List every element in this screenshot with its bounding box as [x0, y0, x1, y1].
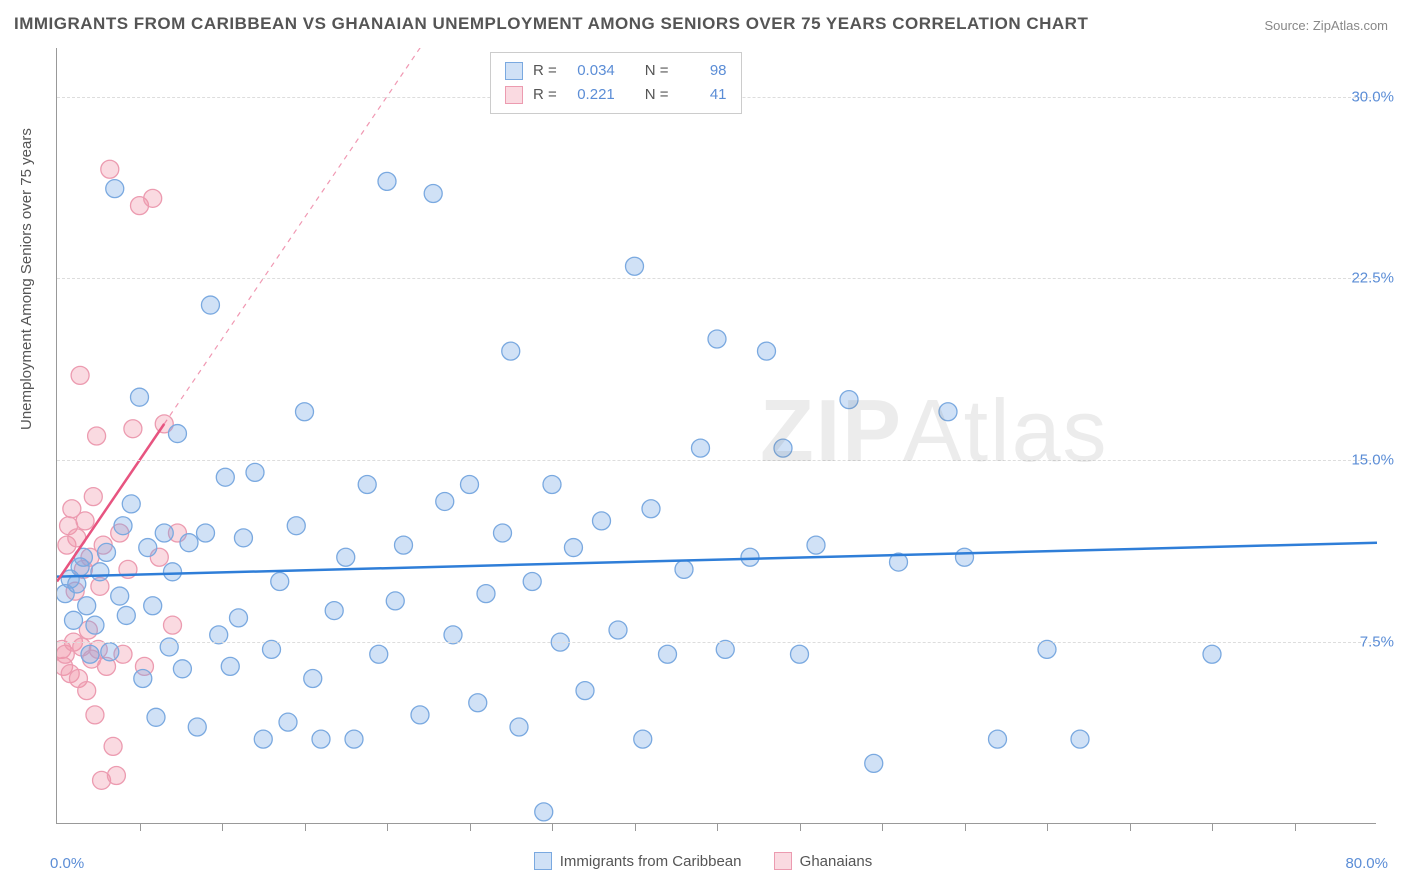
legend-label-1: Immigrants from Caribbean — [560, 853, 742, 870]
legend-swatch-2 — [774, 852, 792, 870]
r-label-2: R = — [533, 83, 557, 107]
r-value-2: 0.221 — [567, 83, 615, 107]
y-tick-label: 30.0% — [1351, 88, 1394, 105]
legend-item-1: Immigrants from Caribbean — [534, 852, 742, 870]
legend-label-2: Ghanaians — [800, 853, 873, 870]
x-tick — [140, 823, 141, 831]
n-label-1: N = — [645, 59, 669, 83]
chart-plot-area — [56, 48, 1376, 824]
stats-swatch-1 — [505, 62, 523, 80]
stats-legend-box: R = 0.034 N = 98 R = 0.221 N = 41 — [490, 52, 742, 114]
gridline — [57, 642, 1376, 643]
legend-swatch-1 — [534, 852, 552, 870]
legend-item-2: Ghanaians — [774, 852, 873, 870]
r-value-1: 0.034 — [567, 59, 615, 83]
x-tick — [1295, 823, 1296, 831]
x-tick — [1130, 823, 1131, 831]
y-tick-label: 15.0% — [1351, 452, 1394, 469]
x-tick — [882, 823, 883, 831]
source-label: Source: ZipAtlas.com — [1264, 18, 1388, 33]
x-tick — [470, 823, 471, 831]
bottom-legend: Immigrants from Caribbean Ghanaians — [0, 852, 1406, 874]
gridline — [57, 460, 1376, 461]
x-tick — [800, 823, 801, 831]
x-tick — [222, 823, 223, 831]
gridline — [57, 278, 1376, 279]
scatter-svg — [57, 48, 1377, 824]
x-tick — [965, 823, 966, 831]
r-label-1: R = — [533, 59, 557, 83]
n-value-2: 41 — [679, 83, 727, 107]
x-tick — [717, 823, 718, 831]
stats-swatch-2 — [505, 86, 523, 104]
stats-row-series1: R = 0.034 N = 98 — [505, 59, 727, 83]
y-tick-label: 7.5% — [1360, 634, 1394, 651]
stats-row-series2: R = 0.221 N = 41 — [505, 83, 727, 107]
x-tick — [1212, 823, 1213, 831]
x-tick — [1047, 823, 1048, 831]
n-label-2: N = — [645, 83, 669, 107]
x-tick — [635, 823, 636, 831]
y-tick-label: 22.5% — [1351, 270, 1394, 287]
x-tick — [387, 823, 388, 831]
x-tick — [552, 823, 553, 831]
chart-title: IMMIGRANTS FROM CARIBBEAN VS GHANAIAN UN… — [14, 14, 1088, 34]
y-axis-label: Unemployment Among Seniors over 75 years — [18, 128, 35, 430]
n-value-1: 98 — [679, 59, 727, 83]
x-tick — [305, 823, 306, 831]
